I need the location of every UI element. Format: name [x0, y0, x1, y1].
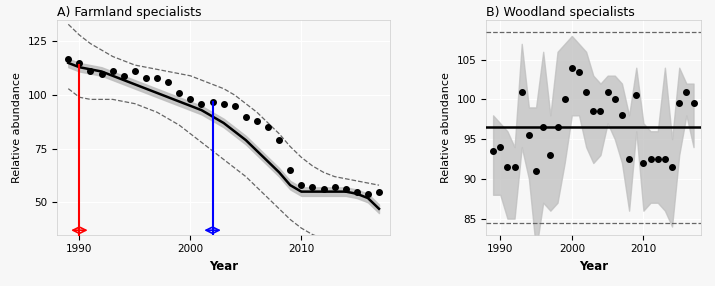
- Point: [273, 138, 285, 142]
- Point: [674, 101, 685, 106]
- Point: [595, 109, 606, 114]
- Point: [638, 161, 649, 165]
- Text: B) Woodland specialists: B) Woodland specialists: [486, 6, 635, 19]
- Point: [623, 157, 635, 161]
- Point: [63, 56, 74, 61]
- Point: [118, 74, 129, 78]
- X-axis label: Year: Year: [578, 260, 608, 273]
- Point: [502, 165, 513, 169]
- Point: [681, 89, 692, 94]
- Point: [96, 72, 107, 76]
- Point: [609, 97, 621, 102]
- Point: [545, 153, 556, 157]
- Text: A) Farmland specialists: A) Farmland specialists: [57, 6, 202, 19]
- Point: [573, 69, 585, 74]
- Point: [552, 125, 563, 130]
- Y-axis label: Relative abundance: Relative abundance: [441, 72, 451, 183]
- Point: [329, 185, 340, 190]
- Point: [645, 157, 656, 161]
- Point: [140, 76, 152, 80]
- Point: [516, 89, 528, 94]
- Point: [531, 169, 542, 173]
- Point: [566, 65, 578, 70]
- Point: [152, 76, 163, 80]
- Point: [666, 165, 678, 169]
- Point: [184, 97, 196, 102]
- Point: [285, 168, 296, 172]
- Point: [363, 192, 374, 196]
- Y-axis label: Relative abundance: Relative abundance: [12, 72, 22, 183]
- Point: [85, 69, 97, 74]
- Point: [488, 149, 499, 153]
- Point: [559, 97, 571, 102]
- Point: [602, 89, 613, 94]
- Point: [307, 185, 318, 190]
- Point: [581, 89, 592, 94]
- Point: [107, 69, 119, 74]
- Point: [351, 189, 363, 194]
- Point: [262, 125, 274, 130]
- Point: [495, 145, 506, 149]
- Point: [509, 165, 521, 169]
- Point: [129, 69, 141, 74]
- Point: [631, 93, 642, 98]
- Point: [74, 61, 85, 65]
- Point: [373, 189, 385, 194]
- Point: [196, 101, 207, 106]
- Point: [295, 183, 307, 188]
- Point: [616, 113, 628, 118]
- Point: [588, 109, 599, 114]
- X-axis label: Year: Year: [209, 260, 238, 273]
- Point: [652, 157, 664, 161]
- Point: [240, 114, 252, 119]
- Point: [523, 133, 535, 138]
- Point: [218, 101, 230, 106]
- Point: [317, 187, 329, 192]
- Point: [688, 101, 699, 106]
- Point: [229, 104, 240, 108]
- Point: [659, 157, 671, 161]
- Point: [207, 99, 218, 104]
- Point: [340, 187, 352, 192]
- Point: [162, 80, 174, 85]
- Point: [251, 118, 262, 123]
- Point: [174, 91, 185, 95]
- Point: [538, 125, 549, 130]
